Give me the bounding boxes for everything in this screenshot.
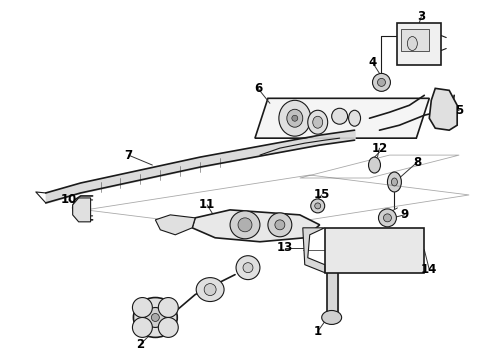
Text: 11: 11 (199, 198, 215, 211)
Ellipse shape (279, 100, 311, 136)
Text: 7: 7 (124, 149, 132, 162)
Text: 6: 6 (254, 82, 262, 95)
Text: 5: 5 (455, 104, 464, 117)
Ellipse shape (196, 278, 224, 302)
Text: 12: 12 (371, 141, 388, 155)
Polygon shape (73, 198, 91, 222)
Ellipse shape (238, 218, 252, 232)
Polygon shape (155, 215, 195, 235)
Ellipse shape (236, 256, 260, 280)
Ellipse shape (158, 318, 178, 337)
Ellipse shape (348, 110, 361, 126)
Text: 8: 8 (413, 156, 421, 168)
Bar (325, 228, 424, 273)
Ellipse shape (388, 172, 401, 192)
Bar (397, 23, 441, 66)
Ellipse shape (322, 310, 342, 324)
Polygon shape (429, 88, 457, 130)
Ellipse shape (204, 284, 216, 296)
Ellipse shape (315, 203, 321, 209)
Ellipse shape (146, 307, 165, 328)
Ellipse shape (158, 298, 178, 318)
Ellipse shape (151, 314, 159, 321)
Ellipse shape (332, 108, 347, 124)
Polygon shape (327, 258, 338, 319)
Ellipse shape (372, 73, 391, 91)
Ellipse shape (407, 37, 417, 50)
Ellipse shape (133, 298, 177, 337)
Ellipse shape (313, 116, 323, 128)
Ellipse shape (243, 263, 253, 273)
Ellipse shape (132, 318, 152, 337)
Bar (401, 28, 429, 50)
Ellipse shape (230, 211, 260, 239)
Text: 9: 9 (400, 208, 409, 221)
Ellipse shape (368, 157, 380, 173)
Polygon shape (255, 98, 429, 138)
Ellipse shape (378, 209, 396, 227)
Text: 4: 4 (368, 56, 377, 69)
Text: 13: 13 (277, 241, 293, 254)
Ellipse shape (311, 199, 325, 213)
Text: 10: 10 (61, 193, 77, 206)
Polygon shape (192, 210, 319, 242)
Ellipse shape (132, 298, 152, 318)
Ellipse shape (392, 178, 397, 186)
Text: 14: 14 (421, 263, 438, 276)
Polygon shape (303, 228, 325, 273)
Ellipse shape (377, 78, 386, 86)
Ellipse shape (384, 214, 392, 222)
Ellipse shape (268, 213, 292, 237)
Text: 1: 1 (314, 325, 322, 338)
Ellipse shape (275, 220, 285, 230)
Ellipse shape (287, 109, 303, 127)
Text: 3: 3 (417, 10, 425, 23)
Ellipse shape (308, 110, 328, 134)
Ellipse shape (292, 115, 298, 121)
Text: 2: 2 (136, 338, 145, 351)
Text: 15: 15 (314, 188, 330, 202)
